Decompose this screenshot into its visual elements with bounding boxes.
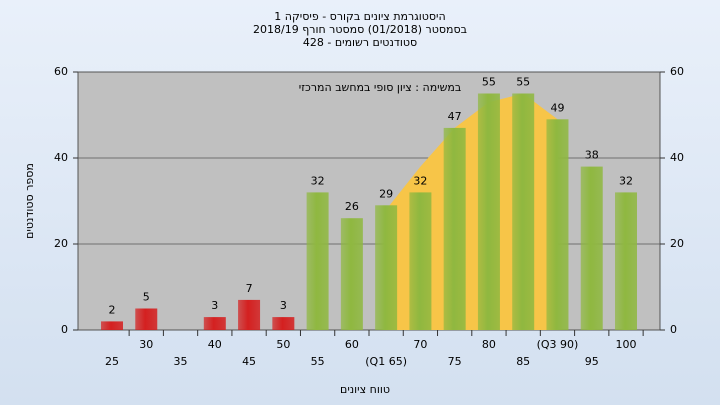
x-tick-label: (Q1 65) [365,355,407,368]
y2-tick-label: 0 [670,323,677,336]
x-axis-label: טווח ציונים [340,383,390,396]
x-tick-label: 45 [242,355,256,368]
chart-title: היסטוגרמת ציונים בקורס - פיסיקה 1 [274,10,445,23]
bar [546,119,569,330]
data-label: 5 [143,291,150,304]
x-tick-label: 50 [276,338,290,351]
data-label: 3 [211,299,218,312]
x-tick-label: 100 [616,338,637,351]
y-tick-label: 0 [61,323,68,336]
y-tick-label: 60 [54,65,68,78]
data-label: 55 [482,76,496,89]
data-label: 32 [619,174,633,187]
x-tick-label: 40 [208,338,222,351]
chart-subtitle: בסמסטר (01/2018) סמסטר חורף 2018/19 [253,23,467,36]
chart-subtitle: סטודנטים רשומים - 428 [303,36,417,49]
bar [512,93,535,330]
bar [443,127,466,331]
x-tick-label: 85 [516,355,530,368]
data-label: 32 [413,174,427,187]
bar [238,299,261,330]
plot-area [77,71,661,331]
bar [272,317,295,330]
y2-tick-label: 60 [670,65,684,78]
bar [580,166,603,330]
x-tick-label: 30 [139,338,153,351]
x-tick-label: 25 [105,355,119,368]
x-tick-label: 35 [174,355,188,368]
data-label: 2 [109,303,116,316]
x-tick-label: 80 [482,338,496,351]
data-label: 29 [379,187,393,200]
data-label: 55 [516,76,530,89]
y-tick-label: 40 [54,151,68,164]
data-label: 7 [246,282,253,295]
data-label: 26 [345,200,359,213]
y-axis-label: מספר סטודנטים [23,163,36,239]
annotation: במשימה : ציון סופי במחשב המרכזי [299,81,462,94]
bar [615,192,637,330]
y-tick-label: 20 [54,237,68,250]
x-tick-label: (Q3 90) [537,338,579,351]
bar [101,321,123,330]
x-tick-label: 95 [585,355,599,368]
bar [340,218,363,330]
data-label: 49 [550,101,564,114]
y2-tick-label: 40 [670,151,684,164]
bar [409,192,432,330]
bar [306,192,329,330]
data-label: 32 [311,174,325,187]
bar [477,93,500,330]
x-tick-label: 75 [448,355,462,368]
x-tick-label: 70 [413,338,427,351]
bar [375,205,398,330]
x-tick-label: 55 [311,355,325,368]
data-label: 47 [448,110,462,123]
x-tick-label: 60 [345,338,359,351]
plot: 0 20 40 60 0 20 40 60 25 2 30 5 35 40 3 45 7 50 3 55 32 60 26 (… [54,65,684,368]
data-label: 3 [280,299,287,312]
bar [203,317,226,330]
bar [135,308,158,330]
y2-tick-label: 20 [670,237,684,250]
data-label: 38 [585,149,599,162]
